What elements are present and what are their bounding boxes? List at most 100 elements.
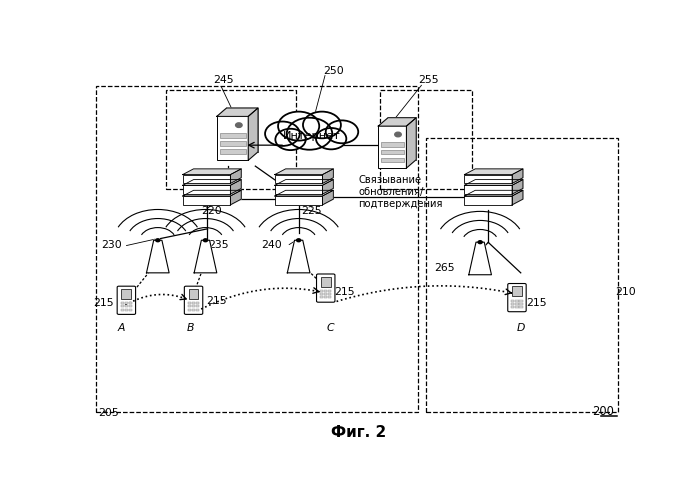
FancyBboxPatch shape	[196, 302, 199, 304]
FancyBboxPatch shape	[388, 118, 416, 160]
Text: 225: 225	[301, 206, 322, 216]
Circle shape	[395, 132, 401, 137]
Bar	[426, 138, 618, 412]
Text: 215: 215	[334, 287, 354, 297]
Text: 205: 205	[98, 408, 119, 418]
FancyBboxPatch shape	[511, 306, 514, 308]
FancyBboxPatch shape	[226, 108, 258, 152]
Circle shape	[316, 128, 346, 149]
FancyBboxPatch shape	[121, 302, 124, 304]
FancyBboxPatch shape	[381, 157, 404, 162]
FancyBboxPatch shape	[519, 306, 523, 308]
Text: Фиг. 2: Фиг. 2	[331, 425, 386, 440]
Text: 215: 215	[526, 298, 547, 308]
Polygon shape	[248, 108, 258, 160]
FancyBboxPatch shape	[188, 305, 191, 307]
Text: 235: 235	[208, 241, 229, 250]
FancyBboxPatch shape	[192, 305, 195, 307]
Polygon shape	[287, 240, 310, 273]
Circle shape	[265, 122, 300, 146]
FancyBboxPatch shape	[124, 308, 128, 310]
Text: 215: 215	[207, 297, 227, 306]
FancyBboxPatch shape	[129, 305, 132, 307]
FancyBboxPatch shape	[129, 302, 132, 304]
Polygon shape	[182, 169, 241, 175]
Bar	[166, 90, 296, 189]
Polygon shape	[406, 118, 416, 168]
FancyBboxPatch shape	[182, 196, 231, 205]
FancyBboxPatch shape	[507, 284, 526, 312]
Polygon shape	[182, 180, 241, 185]
Bar	[380, 90, 472, 189]
FancyBboxPatch shape	[511, 303, 514, 305]
FancyBboxPatch shape	[275, 185, 322, 194]
Polygon shape	[217, 108, 258, 116]
Circle shape	[278, 111, 319, 141]
FancyBboxPatch shape	[182, 175, 231, 184]
Polygon shape	[275, 180, 333, 185]
Polygon shape	[231, 190, 241, 205]
Polygon shape	[147, 240, 169, 273]
FancyBboxPatch shape	[515, 303, 519, 305]
FancyBboxPatch shape	[317, 274, 335, 302]
FancyBboxPatch shape	[196, 308, 199, 310]
Polygon shape	[464, 190, 523, 196]
FancyBboxPatch shape	[511, 299, 514, 301]
FancyBboxPatch shape	[381, 143, 404, 147]
FancyBboxPatch shape	[320, 294, 323, 295]
Polygon shape	[322, 180, 333, 194]
Text: 210: 210	[616, 287, 636, 297]
Polygon shape	[464, 169, 523, 175]
Polygon shape	[512, 169, 523, 184]
Polygon shape	[231, 169, 241, 184]
Text: C: C	[326, 323, 334, 333]
FancyBboxPatch shape	[320, 297, 323, 298]
FancyBboxPatch shape	[192, 308, 195, 310]
Text: 220: 220	[201, 206, 222, 216]
FancyBboxPatch shape	[519, 299, 523, 301]
Circle shape	[478, 241, 482, 244]
FancyBboxPatch shape	[266, 125, 359, 143]
Circle shape	[203, 239, 208, 242]
FancyBboxPatch shape	[219, 142, 245, 146]
FancyBboxPatch shape	[324, 294, 327, 295]
Text: 255: 255	[418, 75, 438, 85]
Text: 265: 265	[434, 263, 454, 273]
Polygon shape	[231, 180, 241, 194]
FancyBboxPatch shape	[321, 277, 331, 287]
Polygon shape	[322, 190, 333, 205]
Circle shape	[287, 118, 332, 149]
FancyBboxPatch shape	[329, 290, 331, 292]
Polygon shape	[182, 190, 241, 196]
FancyBboxPatch shape	[329, 297, 331, 298]
Text: 245: 245	[213, 75, 233, 85]
Text: 250: 250	[324, 66, 345, 76]
Text: D: D	[517, 323, 525, 333]
FancyBboxPatch shape	[378, 126, 406, 168]
Polygon shape	[512, 180, 523, 194]
FancyBboxPatch shape	[464, 175, 512, 184]
FancyBboxPatch shape	[122, 289, 131, 299]
Text: B: B	[187, 323, 194, 333]
FancyBboxPatch shape	[217, 116, 248, 160]
FancyBboxPatch shape	[324, 290, 327, 292]
FancyBboxPatch shape	[189, 289, 199, 299]
Polygon shape	[464, 180, 523, 185]
Polygon shape	[194, 240, 217, 273]
FancyBboxPatch shape	[512, 287, 522, 297]
Text: Интернет: Интернет	[283, 131, 341, 141]
Bar	[96, 86, 418, 412]
Polygon shape	[275, 190, 333, 196]
Circle shape	[326, 120, 359, 143]
Text: 200: 200	[592, 405, 614, 418]
FancyBboxPatch shape	[464, 185, 512, 194]
FancyBboxPatch shape	[519, 303, 523, 305]
Text: A: A	[117, 323, 124, 333]
FancyBboxPatch shape	[121, 305, 124, 307]
Text: 230: 230	[101, 241, 122, 250]
FancyBboxPatch shape	[515, 299, 519, 301]
Circle shape	[156, 239, 160, 242]
FancyBboxPatch shape	[515, 306, 519, 308]
FancyBboxPatch shape	[196, 305, 199, 307]
Text: 240: 240	[261, 241, 282, 250]
